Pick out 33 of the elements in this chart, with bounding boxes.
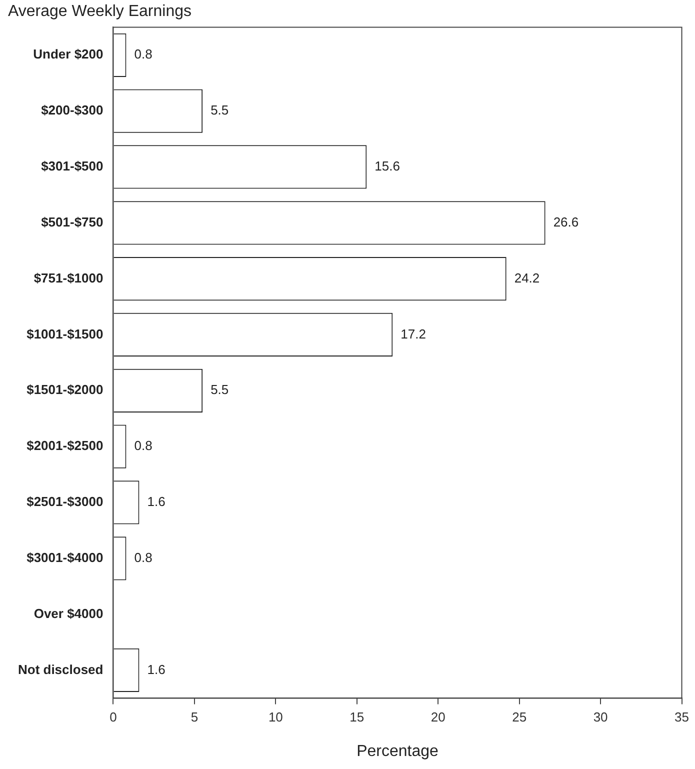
y-tick-label: $501-$750 bbox=[41, 214, 104, 230]
x-tick-label: 30 bbox=[593, 710, 608, 725]
y-tick-label: $2001-$2500 bbox=[26, 438, 104, 454]
y-tick-label: Over $4000 bbox=[34, 606, 104, 621]
x-tick-label: 25 bbox=[512, 710, 527, 725]
y-tick-label: $2501-$3000 bbox=[26, 494, 104, 510]
data-label: 1.6 bbox=[147, 662, 166, 677]
data-label: 5.5 bbox=[210, 102, 229, 118]
y-tick-label: Not disclosed bbox=[18, 662, 104, 677]
data-label: 0.8 bbox=[134, 46, 152, 62]
data-label: 24.2 bbox=[514, 270, 540, 286]
data-label: 5.5 bbox=[210, 382, 229, 398]
x-tick-label: 0 bbox=[110, 710, 117, 725]
y-tick-label: $200-$300 bbox=[41, 102, 104, 118]
data-label: 17.2 bbox=[400, 326, 426, 342]
y-tick-label: Under $200 bbox=[33, 46, 104, 62]
x-tick-label: 15 bbox=[350, 710, 364, 725]
y-tick-label: $1501-$2000 bbox=[26, 382, 104, 398]
x-tick-label: 20 bbox=[430, 710, 446, 725]
x-tick-label: 10 bbox=[268, 710, 283, 725]
data-label: 15.6 bbox=[374, 158, 400, 174]
y-tick-label: $1001-$1500 bbox=[26, 326, 104, 342]
data-label: 0.8 bbox=[134, 550, 152, 565]
y-tick-label: $751-$1000 bbox=[34, 270, 104, 286]
y-tick-label: $301-$500 bbox=[41, 158, 104, 174]
data-label: 26.6 bbox=[553, 214, 579, 230]
x-tick-label: 35 bbox=[674, 710, 690, 725]
data-label: 1.6 bbox=[147, 494, 166, 510]
chart-title: Average Weekly Earnings bbox=[8, 3, 192, 20]
y-tick-label: $3001-$4000 bbox=[26, 550, 104, 565]
x-tick-label: 5 bbox=[190, 710, 198, 725]
x-axis-title: Percentage bbox=[356, 742, 439, 760]
data-label: 0.8 bbox=[134, 438, 152, 454]
